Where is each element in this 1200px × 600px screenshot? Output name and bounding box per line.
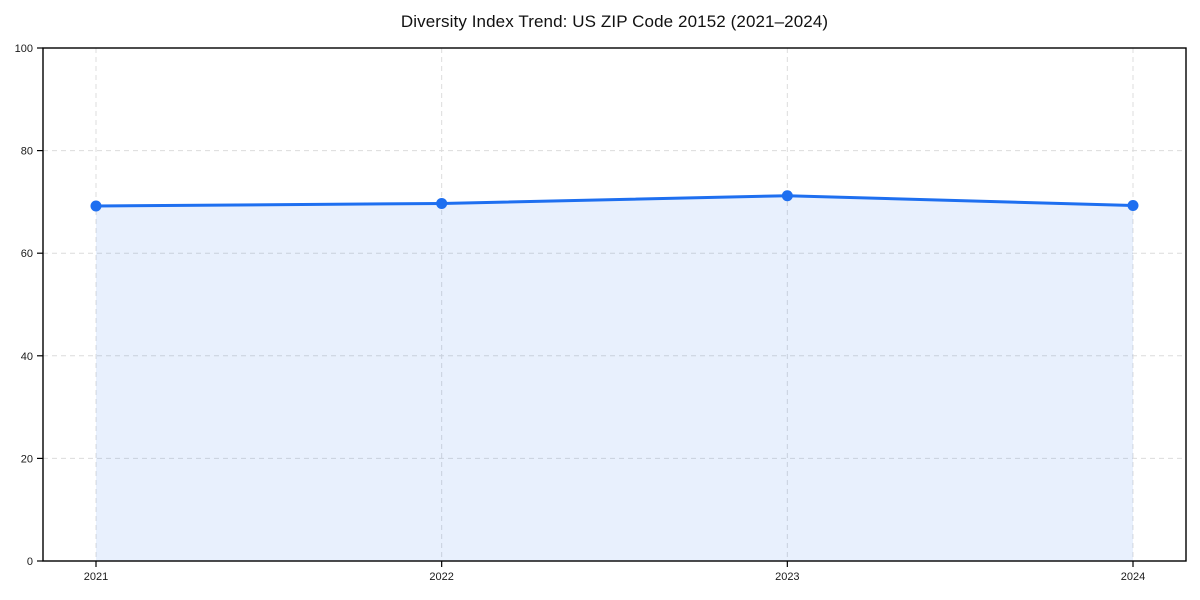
area-fill [96, 195, 1133, 561]
data-point-2024 [1127, 199, 1139, 211]
chart-title: Diversity Index Trend: US ZIP Code 20152… [400, 12, 829, 31]
y-tick-label: 40 [21, 351, 33, 363]
y-tick-label: 80 [21, 146, 33, 158]
x-tick-label: 2024 [1121, 571, 1145, 583]
y-tick-label: 0 [27, 556, 33, 568]
plot-border [42, 47, 1187, 562]
data-point-2023 [781, 190, 793, 202]
y-tick-label: 20 [21, 453, 33, 465]
y-tick-label: 60 [21, 248, 33, 260]
x-tick-label: 2021 [84, 571, 108, 583]
trend-line [94, 194, 1135, 208]
y-tick-label: 100 [15, 43, 33, 55]
data-point-2022 [436, 197, 448, 209]
x-tick-label: 2023 [775, 571, 799, 583]
x-tick-label: 2022 [429, 571, 453, 583]
data-point-2021 [90, 200, 102, 212]
